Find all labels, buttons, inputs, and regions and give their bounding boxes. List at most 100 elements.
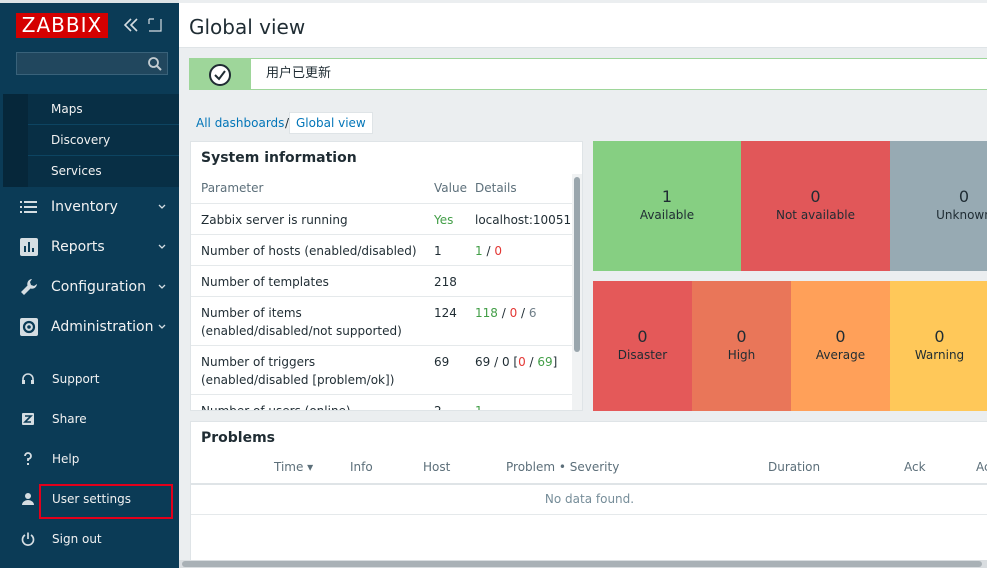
- details-text: localhost:10051: [475, 213, 572, 227]
- empty-state: No data found.: [544, 492, 635, 506]
- severity-disaster[interactable]: 0 Disaster: [593, 281, 692, 411]
- separator: /: [517, 306, 529, 320]
- chevron-down-icon: [158, 284, 166, 289]
- sidebar-item-configuration[interactable]: Configuration: [3, 267, 179, 307]
- problems-by-severity-widget: 0 Disaster 0 High 0 Average 0 Warning: [593, 281, 987, 411]
- table-row: Zabbix server is running Yes localhost:1…: [191, 203, 572, 234]
- column-header: Value: [434, 181, 467, 195]
- submenu-item-maps[interactable]: Maps: [28, 94, 179, 125]
- column-header-info: Info: [350, 460, 373, 474]
- sidebar-item-share[interactable]: Share: [3, 399, 179, 439]
- submenu-item-discovery[interactable]: Discovery: [28, 125, 179, 156]
- value-cell: 124: [434, 306, 457, 320]
- column-header-duration: Duration: [768, 460, 821, 474]
- chevron-down-icon: [158, 204, 166, 209]
- availability-label: Unknown: [936, 208, 987, 222]
- details-text: 69 / 0 [: [475, 355, 519, 369]
- severity-warning[interactable]: 0 Warning: [890, 281, 987, 411]
- value-cell: 2: [434, 404, 442, 411]
- double-chevron-left-icon[interactable]: [120, 14, 142, 36]
- sidebar-item-label: Administration: [51, 319, 154, 335]
- submenu-item-services[interactable]: Services: [28, 156, 179, 187]
- ok-count: 69: [537, 355, 553, 369]
- submenu-indent: [3, 94, 28, 187]
- search-icon[interactable]: [147, 56, 163, 72]
- top-gap: [0, 0, 179, 3]
- column-header-problem-severity: Problem • Severity: [506, 460, 620, 474]
- problem-count: 0: [518, 355, 526, 369]
- column-header-ack: Ack: [904, 460, 926, 474]
- message-status: [190, 59, 251, 89]
- details-cell: 1: [475, 402, 483, 411]
- list-icon: [20, 201, 37, 213]
- zabbix-logo[interactable]: ZABBIX: [16, 13, 108, 38]
- search-input[interactable]: [21, 55, 141, 73]
- value-cell: Yes: [434, 213, 454, 227]
- availability-count: 1: [661, 187, 673, 206]
- column-header: Parameter: [201, 181, 264, 195]
- details-cell: 118 / 0 / 6: [475, 304, 537, 322]
- success-message: 用户已更新: [189, 58, 987, 90]
- separator: /: [525, 355, 538, 369]
- sidebar-item-reports[interactable]: Reports: [3, 227, 179, 267]
- page-header: Global view: [179, 3, 987, 48]
- availability-count: 0: [810, 187, 821, 206]
- value-cell: 69: [434, 355, 450, 369]
- separator: /: [482, 244, 495, 258]
- severity-high[interactable]: 0 High: [692, 281, 791, 411]
- sidebar-item-label: Help: [52, 452, 80, 466]
- sidebar-item-inventory[interactable]: Inventory: [3, 187, 179, 227]
- severity-count: 0: [835, 327, 846, 346]
- search-field[interactable]: [16, 52, 168, 75]
- breadcrumb-separator: /: [285, 116, 290, 130]
- sidebar: ZABBIX Maps Discovery Services Inventory…: [0, 0, 179, 568]
- header-divider: [191, 483, 987, 485]
- fullscreen-icon[interactable]: [144, 14, 166, 36]
- severity-average[interactable]: 0 Average: [791, 281, 890, 411]
- scrollbar-thumb[interactable]: [182, 561, 982, 567]
- severity-label: Warning: [914, 348, 965, 362]
- sidebar-item-user-settings[interactable]: User settings: [3, 479, 179, 519]
- page-title: Global view: [189, 15, 306, 39]
- sidebar-item-help[interactable]: Help: [3, 439, 179, 479]
- breadcrumb-all-dashboards[interactable]: All dashboards: [196, 116, 285, 130]
- severity-label: Disaster: [617, 348, 668, 362]
- details-text: ]: [552, 355, 558, 369]
- user-icon: [22, 493, 34, 505]
- gear-icon: [20, 318, 38, 336]
- availability-unknown[interactable]: 0 Unknown: [890, 141, 987, 271]
- availability-label: Available: [639, 208, 695, 222]
- details-cell: 1 / 0: [475, 242, 502, 260]
- bar-chart-icon: [20, 238, 38, 256]
- severity-count: 0: [637, 327, 648, 346]
- sidebar-item-label: User settings: [52, 492, 132, 506]
- system-information-widget: System information Parameter Value Detai…: [190, 141, 583, 411]
- headset-icon: [22, 373, 34, 384]
- column-header-time[interactable]: Time ▾: [274, 460, 314, 474]
- table-row: Number of hosts (enabled/disabled) 1 1 /…: [191, 234, 572, 265]
- availability-label: Not available: [775, 208, 855, 222]
- enabled-count: 118: [475, 306, 498, 320]
- breadcrumb-current[interactable]: Global view: [289, 112, 373, 134]
- separator: /: [497, 306, 510, 320]
- availability-available[interactable]: 1 Available: [593, 141, 741, 271]
- message-text: 用户已更新: [266, 66, 332, 81]
- sidebar-item-support[interactable]: Support: [3, 359, 179, 399]
- disabled-count: 0: [494, 244, 502, 258]
- horizontal-scrollbar[interactable]: [179, 560, 987, 568]
- check-circle-icon: [209, 64, 231, 86]
- sidebar-item-sign-out[interactable]: Sign out: [3, 519, 179, 559]
- sidebar-item-label: Support: [52, 372, 100, 386]
- availability-not-available[interactable]: 0 Not available: [741, 141, 890, 271]
- sidebar-item-administration[interactable]: Administration: [3, 307, 179, 347]
- power-icon: [21, 532, 35, 546]
- param-cell: Number of hosts (enabled/disabled): [201, 244, 417, 258]
- scrollbar-thumb[interactable]: [574, 177, 580, 352]
- submenu-item-label: Services: [51, 164, 102, 178]
- submenu-item-label: Discovery: [51, 133, 111, 147]
- column-header-actions: Actions: [976, 460, 987, 474]
- submenu-item-label: Maps: [51, 102, 83, 116]
- question-icon: [24, 452, 32, 465]
- online-count: 1: [475, 404, 483, 411]
- vertical-scrollbar[interactable]: [572, 174, 582, 410]
